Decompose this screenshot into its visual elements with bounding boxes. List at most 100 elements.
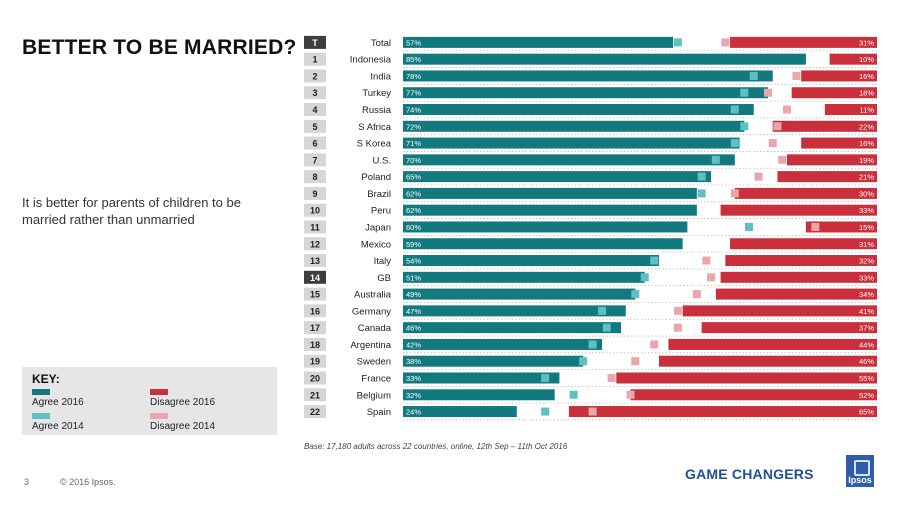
base-note: Base: 17,180 adults across 22 countries,… [304,442,568,451]
marker-agree-2014-argentina [588,340,597,349]
marker-agree-2014-belgium [569,390,578,399]
legend-swatch-agree-2014 [32,413,50,419]
country-label-canada: Canada [358,323,392,334]
label-disagree-2016-turkey: 18% [859,89,874,98]
rank-box-russia [304,103,326,117]
country-label-india: India [370,71,391,82]
label-disagree-2016-s-korea: 16% [859,139,874,148]
rank-box-argentina [304,337,326,351]
rank-box-france [304,371,326,385]
label-disagree-2016-s-africa: 22% [859,122,874,131]
country-label-total: Total [371,38,391,49]
bar-disagree-2016-canada [701,322,877,334]
bar-disagree-2016-japan [805,221,877,233]
rank-label-u-s-: 7 [312,155,317,165]
rank-box-s-korea [304,136,326,150]
legend-swatch-agree-2016 [32,389,50,395]
rank-label-total: T [312,38,318,48]
rank-label-s-africa: 5 [312,122,317,132]
label-agree-2016-turkey: 77% [406,89,421,98]
marker-disagree-2014-s-africa [773,122,782,131]
marker-agree-2014-s-africa [740,122,749,131]
rank-box-peru [304,203,326,217]
label-disagree-2016-canada: 37% [859,324,874,333]
bar-disagree-2016-total [730,36,877,48]
bar-disagree-2016-belgium [630,389,877,401]
country-label-poland: Poland [361,172,391,183]
label-agree-2016-peru: 62% [406,206,421,215]
bar-disagree-2016-turkey [791,87,877,99]
country-label-u-s-: U.S. [373,155,391,166]
label-disagree-2016-peru: 33% [859,206,874,215]
label-disagree-2016-germany: 41% [859,307,874,316]
bar-agree-2016-indonesia [403,53,806,65]
rank-box-turkey [304,86,326,100]
marker-agree-2014-japan [745,222,754,231]
legend-title: KEY: [32,372,60,386]
label-agree-2016-australia: 49% [406,290,421,299]
rank-label-russia: 4 [312,105,317,115]
country-label-s-korea: S Korea [357,139,392,150]
rank-label-canada: 17 [310,323,320,333]
marker-disagree-2014-brazil [730,189,739,198]
marker-disagree-2014-u-s- [778,155,787,164]
marker-agree-2014-total [673,38,682,47]
label-disagree-2016-total: 31% [859,38,874,47]
marker-disagree-2014-sweden [631,357,640,366]
label-agree-2016-sweden: 38% [406,357,421,366]
rank-box-mexico [304,237,326,251]
marker-agree-2014-india [749,71,758,80]
bar-agree-2016-russia [403,104,754,116]
marker-agree-2014-gb [640,273,649,282]
marker-disagree-2014-canada [673,323,682,332]
country-label-peru: Peru [371,206,391,217]
country-label-argentina: Argentina [350,340,391,351]
rank-label-japan: 11 [310,222,320,232]
label-agree-2016-mexico: 59% [406,240,421,249]
label-agree-2016-italy: 54% [406,257,421,266]
legend-label-agree-2016: Agree 2016 [32,397,84,408]
marker-disagree-2014-russia [782,105,791,114]
marker-agree-2014-u-s- [711,155,720,164]
marker-disagree-2014-total [721,38,730,47]
label-disagree-2016-sweden: 46% [859,357,874,366]
rank-box-india [304,69,326,83]
rank-box-belgium [304,388,326,402]
marker-disagree-2014-japan [811,222,820,231]
legend-swatch-disagree-2014 [150,413,168,419]
tagline: GAME CHANGERS [685,466,814,482]
copyright: © 2016 Ipsos. [60,477,116,487]
bar-disagree-2016-argentina [668,338,877,350]
rank-label-germany: 16 [310,306,320,316]
rank-label-argentina: 18 [310,340,320,350]
bar-agree-2016-canada [403,322,622,334]
marker-agree-2014-france [541,373,550,382]
bar-disagree-2016-indonesia [829,53,877,65]
marker-disagree-2014-gb [707,273,716,282]
bar-disagree-2016-poland [777,171,877,183]
marker-agree-2014-brazil [697,189,706,198]
marker-agree-2014-canada [602,323,611,332]
country-label-belgium: Belgium [357,390,391,401]
bar-agree-2016-belgium [403,389,555,401]
country-label-germany: Germany [352,306,391,317]
country-label-japan: Japan [365,222,391,233]
marker-agree-2014-turkey [740,88,749,97]
label-agree-2016-brazil: 62% [406,189,421,198]
country-label-italy: Italy [374,256,392,267]
rank-box-canada [304,321,326,335]
bar-agree-2016-s-korea [403,137,740,149]
rank-label-brazil: 9 [312,189,317,199]
rank-label-mexico: 12 [310,239,320,249]
rank-label-france: 20 [310,373,320,383]
label-agree-2016-japan: 60% [406,223,421,232]
country-label-spain: Spain [367,407,391,418]
rank-box-poland [304,170,326,184]
marker-disagree-2014-spain [588,407,597,416]
bar-agree-2016-total [403,36,674,48]
bar-disagree-2016-brazil [734,187,877,199]
bar-disagree-2016-s-africa [772,120,877,132]
bar-agree-2016-mexico [403,238,683,250]
rank-label-sweden: 19 [310,357,320,367]
